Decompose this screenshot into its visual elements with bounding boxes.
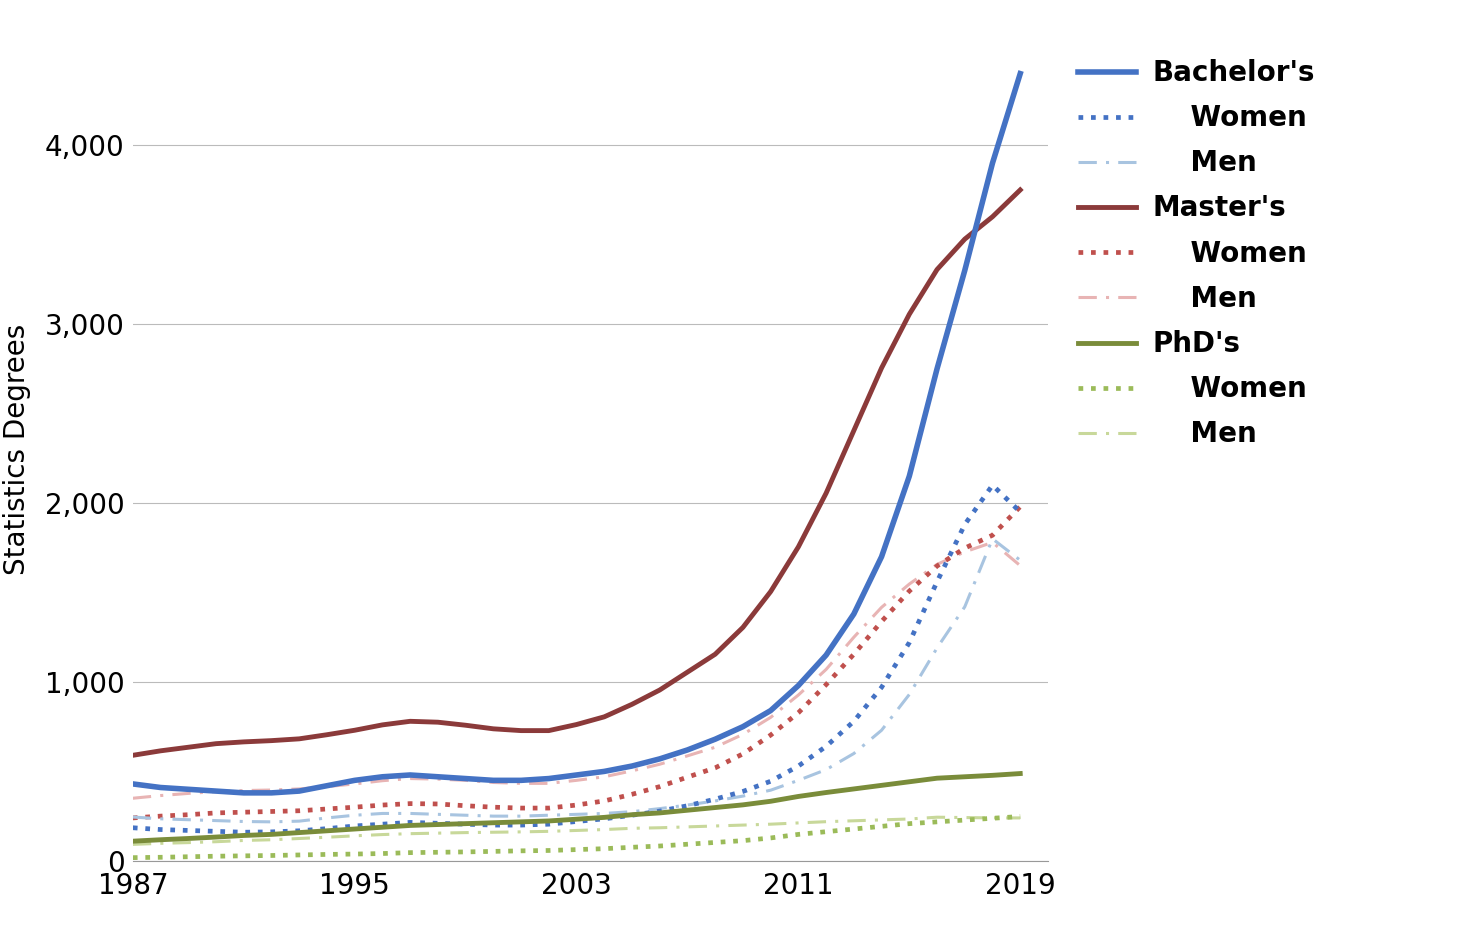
Y-axis label: Statistics Degrees: Statistics Degrees: [3, 324, 31, 575]
Legend: Bachelor's,     Women,     Men, Master's,     Women,     Men, PhD's,     Women, : Bachelor's, Women, Men, Master's, Women,…: [1070, 51, 1322, 456]
